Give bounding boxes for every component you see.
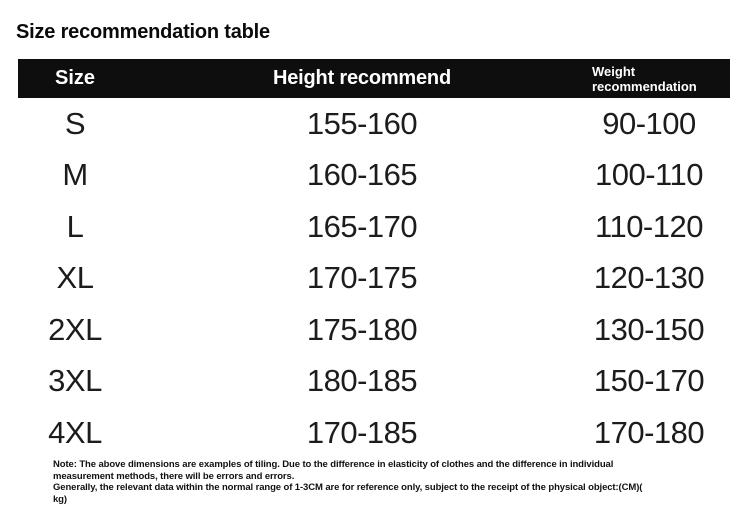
size-cell: 2XL [48,311,102,347]
height-cell: 165-170 [306,208,418,244]
weight-cell: 150-170 [593,363,705,399]
note-line: measurement methods, there will be error… [53,470,295,482]
size-cell: L [66,208,84,244]
weight-cell: 120-130 [593,260,705,296]
header-cell-height: Height recommend [273,67,451,89]
height-cell: 160-165 [306,157,418,193]
weight-cell: 90-100 [602,105,696,141]
table-row: 2XL 175-180 130-150 [18,304,730,356]
height-cell: 155-160 [306,105,418,141]
table-row: 4XL 170-185 170-180 [18,407,730,459]
note-line: Generally, the relevant data within the … [53,482,643,494]
weight-cell: 100-110 [595,157,703,193]
page-title: Size recommendation table [16,21,270,43]
height-cell: 175-180 [306,311,418,347]
table-row: 3XL 180-185 150-170 [18,356,730,408]
height-cell: 170-185 [306,414,418,450]
size-cell: M [62,157,88,193]
size-cell: S [64,105,86,141]
table-row: M 160-165 100-110 [18,150,730,202]
size-cell: XL [56,260,94,296]
header-cell-weight: Weight recommendation [592,63,697,94]
note-line: kg) [53,493,67,505]
size-cell: 4XL [48,414,102,450]
height-cell: 170-175 [306,260,418,296]
table-body: S 155-160 90-100 M 160-165 100-110 L 165… [18,98,730,459]
size-cell: 3XL [48,363,102,399]
weight-cell: 170-180 [593,414,705,450]
height-cell: 180-185 [306,363,418,399]
header-cell-size: Size [54,67,96,89]
note-line: Note: The above dimensions are examples … [53,459,614,470]
note-text: Note: The above dimensions are examples … [53,459,642,505]
table-row: L 165-170 110-120 [18,201,730,253]
weight-cell: 130-150 [593,311,705,347]
table-row: S 155-160 90-100 [18,98,730,150]
table-header: Size Height recommend Weight recommendat… [18,59,730,98]
weight-cell: 110-120 [595,208,703,244]
size-table: Size Height recommend Weight recommendat… [18,59,730,459]
table-row: XL 170-175 120-130 [18,253,730,305]
